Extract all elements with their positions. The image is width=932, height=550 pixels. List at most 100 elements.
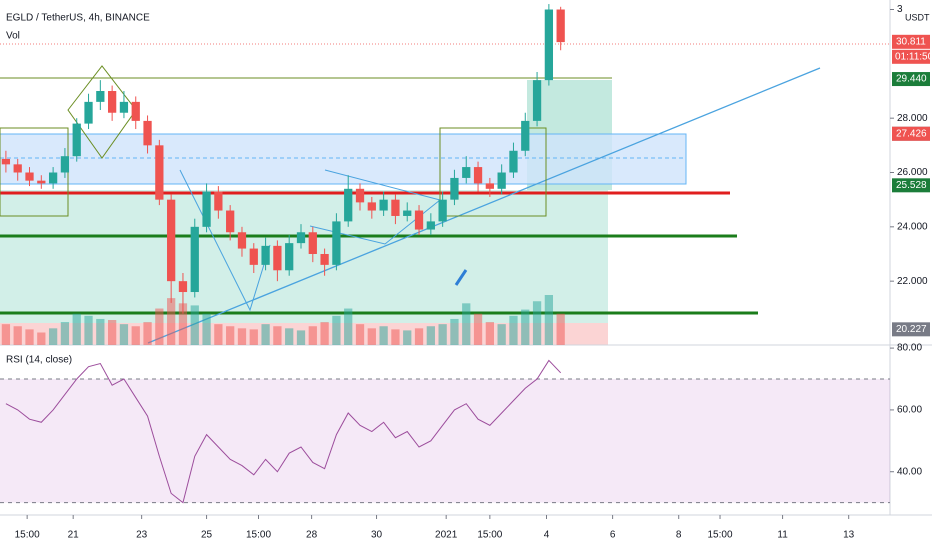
volume-bar — [96, 318, 105, 345]
volume-bar — [544, 295, 554, 345]
candle-body — [273, 245, 282, 271]
countdown-label: 01:11:50 — [895, 51, 932, 62]
volume-bar — [462, 303, 471, 345]
price-badge: 29.440 — [892, 72, 930, 87]
time-tick-label: 2021 — [435, 530, 458, 541]
volume-bar — [190, 305, 199, 345]
volume-label: Vol — [6, 31, 20, 42]
time-tick-label: 8 — [676, 530, 682, 541]
rsi-tick-label: 80.00 — [897, 343, 922, 354]
volume-bar — [214, 324, 223, 345]
price-badge-label: 27.426 — [896, 128, 927, 139]
volume-bar — [178, 303, 188, 345]
countdown-badge: 01:11:50 — [892, 49, 932, 64]
time-tick-label: 25 — [201, 530, 213, 541]
candle-body — [379, 199, 388, 211]
candle-body — [355, 188, 365, 203]
volume-bar — [509, 315, 518, 345]
volume-bar — [473, 313, 483, 345]
volume-bar — [379, 326, 388, 345]
volume-bar — [48, 328, 58, 345]
volume-bar — [226, 326, 235, 345]
candle-body — [320, 253, 329, 265]
candle-body — [131, 101, 140, 121]
time-tick-label: 15:00 — [15, 530, 40, 541]
symbol-title: EGLD / TetherUS, 4h, BINANCE — [6, 13, 150, 24]
volume-bar — [202, 313, 211, 345]
candle-body — [367, 202, 376, 211]
volume-bar — [438, 324, 447, 345]
volume-bar — [485, 322, 494, 345]
volume-bar — [414, 328, 424, 345]
candle-body — [108, 91, 117, 113]
price-tick-label: 28.000 — [897, 113, 928, 124]
candle-body — [1, 158, 11, 165]
volume-bar — [403, 330, 412, 345]
price-badge: 20.227 — [892, 322, 930, 337]
volume-bar — [320, 322, 329, 345]
candle-body — [438, 199, 447, 222]
candle-body — [308, 232, 317, 254]
time-tick-label: 23 — [136, 530, 148, 541]
volume-bar — [296, 330, 306, 345]
volume-bar — [60, 322, 70, 345]
time-tick-label: 15:00 — [708, 530, 733, 541]
price-badge: 27.426 — [892, 126, 930, 141]
candle-body — [509, 150, 518, 173]
time-tick-label: 13 — [843, 530, 855, 541]
volume-bar — [426, 326, 435, 345]
candle-body — [450, 177, 459, 200]
candle-body — [521, 120, 530, 151]
candle-body — [296, 232, 306, 244]
candle-body — [391, 199, 400, 216]
volume-bar — [308, 326, 317, 345]
candle-body — [25, 172, 34, 181]
candle-body — [344, 188, 353, 222]
rsi-title: RSI (14, close) — [6, 355, 72, 366]
candle-body — [261, 245, 270, 265]
price-badge-bg — [892, 34, 930, 49]
volume-bar — [72, 313, 81, 345]
time-tick-label: 6 — [610, 530, 616, 541]
rsi-tick-label: 40.00 — [897, 466, 922, 477]
candle-body — [414, 210, 424, 230]
candle-body — [556, 9, 565, 43]
time-tick-label: 15:00 — [477, 530, 502, 541]
price-badge-label: 20.227 — [896, 324, 927, 335]
volume-bar — [332, 315, 341, 345]
candle-body — [532, 80, 542, 121]
volume-bar — [131, 326, 140, 345]
price-tick-label: 22.000 — [897, 276, 928, 287]
countdown-bg — [892, 49, 930, 64]
rsi-tick-label: 60.00 — [897, 405, 922, 416]
time-tick-label: 30 — [371, 530, 383, 541]
time-tick-label: 11 — [777, 530, 788, 541]
candle-body — [285, 243, 294, 271]
candle-body — [497, 172, 506, 189]
volume-bar — [143, 322, 152, 345]
candle-body — [332, 221, 341, 265]
price-tick-label: 3 — [897, 4, 903, 15]
rsi-band — [0, 379, 890, 503]
rsi-line — [5, 359, 562, 504]
candle-body — [403, 210, 412, 216]
volume-bar — [391, 329, 400, 345]
price-badge-bg — [892, 178, 930, 193]
volume-bar — [119, 324, 129, 345]
volume-bar — [450, 318, 459, 345]
volume-bar — [1, 324, 11, 345]
candle-body — [237, 232, 247, 249]
range-zone — [0, 133, 687, 185]
candle-body — [226, 210, 235, 233]
volume-bar — [84, 315, 93, 345]
time-tick-label: 21 — [68, 530, 80, 541]
candle-body — [155, 145, 164, 200]
price-badge-label: 30.811 — [896, 36, 926, 47]
volume-bar — [13, 326, 22, 345]
candle-body — [37, 180, 46, 184]
candle-body — [60, 156, 70, 173]
price-badge-bg — [892, 126, 930, 141]
volume-bar — [249, 329, 258, 345]
volume-bar — [556, 313, 565, 345]
time-tick-label: 15:00 — [246, 530, 271, 541]
